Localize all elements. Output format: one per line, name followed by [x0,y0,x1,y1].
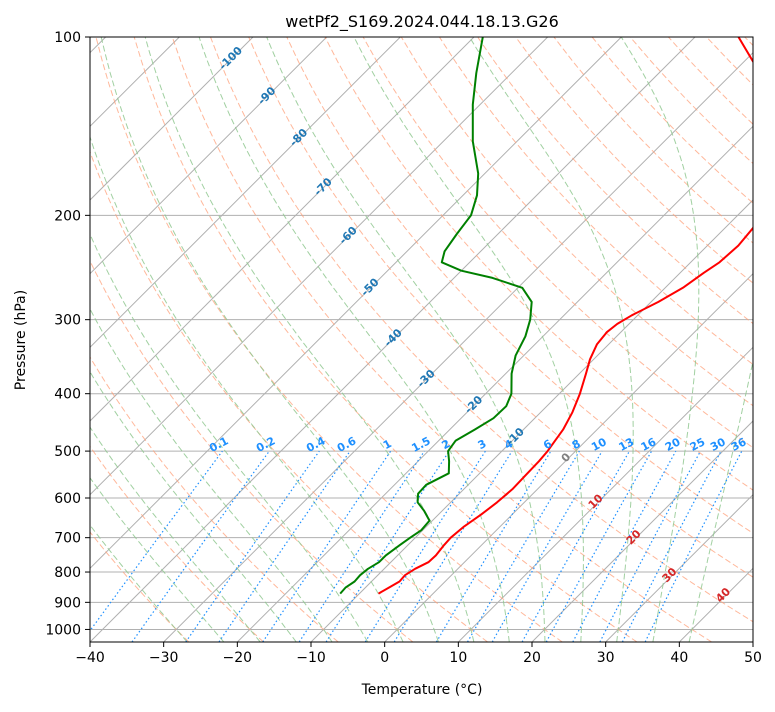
x-tick-label: 0 [380,650,389,666]
y-axis-label: Pressure (hPa) [13,290,29,390]
x-axis-label: Temperature (°C) [361,682,483,698]
y-tick-label: 100 [54,30,81,46]
x-tick-label: 10 [449,650,467,666]
y-tick-label: 800 [54,565,81,581]
y-tick-label: 600 [54,491,81,507]
x-tick-label: −10 [296,650,326,666]
x-tick-label: −40 [75,650,105,666]
chart-title: wetPf2_S169.2024.044.18.13.G26 [285,12,559,32]
x-tick-label: −20 [223,650,253,666]
y-tick-label: 200 [54,208,81,224]
x-tick-label: −30 [149,650,179,666]
y-tick-label: 1000 [45,622,81,638]
x-tick-label: 40 [670,650,688,666]
y-tick-label: 700 [54,531,81,547]
y-tick-label: 400 [54,387,81,403]
x-tick-label: 30 [597,650,615,666]
y-tick-label: 500 [54,444,81,460]
x-tick-label: 20 [523,650,541,666]
y-tick-label: 300 [54,313,81,329]
x-tick-label: 50 [744,650,762,666]
y-tick-label: 900 [54,595,81,611]
